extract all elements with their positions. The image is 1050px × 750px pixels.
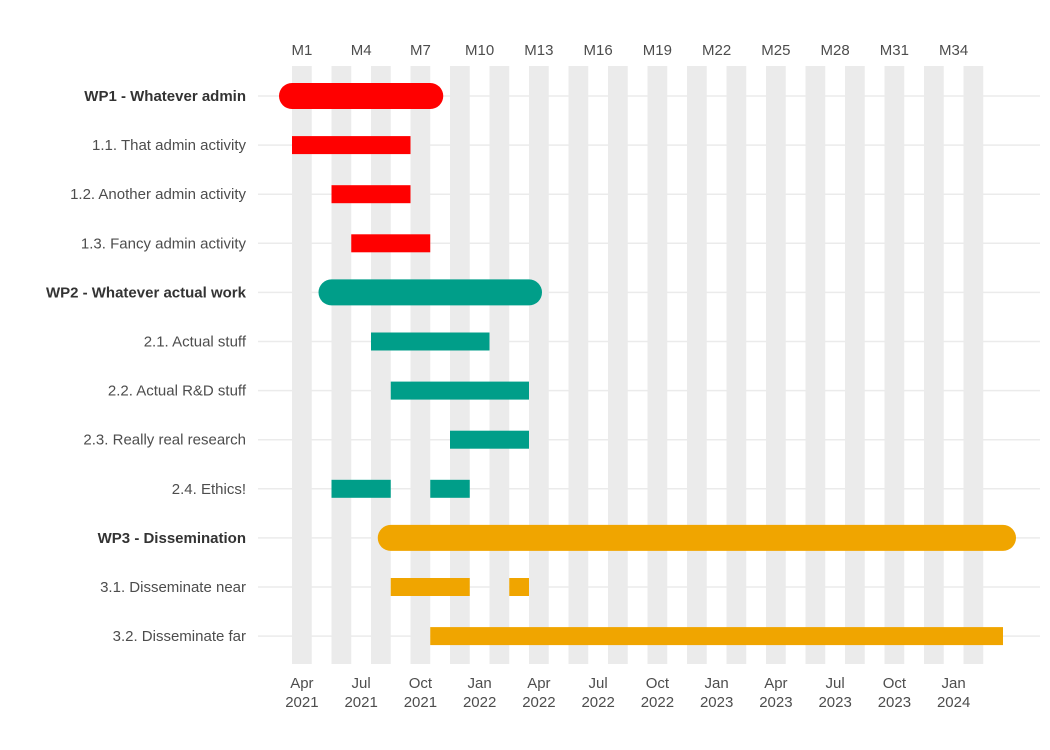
date-tick-year: 2022 — [641, 694, 674, 711]
workpackage-label: WP3 - Dissemination — [98, 530, 246, 547]
month-band — [845, 66, 865, 664]
task-bar — [331, 479, 391, 498]
task-labels: WP1 - Whatever admin 1.1. That admin acti… — [46, 88, 247, 645]
date-axis-labels: Apr 2021 Jul 2021 Oct 2021 Jan 2022 Apr 2022 Jul 20… — [285, 675, 970, 711]
month-band — [687, 66, 707, 664]
month-tick-label: M13 — [524, 42, 553, 59]
date-tick-year: 2021 — [344, 694, 377, 711]
task-bar — [390, 381, 529, 400]
month-band — [529, 66, 549, 664]
task-bar — [371, 332, 490, 351]
date-tick-year: 2021 — [404, 694, 437, 711]
month-tick-label: M7 — [410, 42, 431, 59]
date-tick-year: 2022 — [522, 694, 555, 711]
task-label: 1.3. Fancy admin activity — [81, 235, 247, 252]
month-tick-label: M31 — [880, 42, 909, 59]
date-tick-year: 2021 — [285, 694, 318, 711]
task-label: 2.2. Actual R&D stuff — [108, 383, 247, 400]
task-label: 3.1. Disseminate near — [100, 579, 246, 596]
month-tick-label: M16 — [584, 42, 613, 59]
month-band — [450, 66, 470, 664]
task-bar — [331, 185, 411, 204]
month-band — [963, 66, 984, 664]
month-tick-label: M25 — [761, 42, 790, 59]
task-label: 3.2. Disseminate far — [113, 628, 246, 645]
task-label: 1.1. That admin activity — [92, 137, 246, 154]
date-tick-year: 2023 — [818, 694, 851, 711]
date-tick-year: 2023 — [878, 694, 911, 711]
date-tick-month: Jan — [942, 675, 966, 692]
workpackage-label: WP2 - Whatever actual work — [46, 284, 247, 301]
task-bar — [351, 234, 431, 253]
date-tick-year: 2024 — [937, 694, 970, 711]
date-tick-month: Jul — [352, 675, 371, 692]
date-tick-month: Jan — [468, 675, 492, 692]
date-tick-month: Apr — [764, 675, 787, 692]
date-tick-month: Jan — [705, 675, 729, 692]
month-tick-label: M19 — [643, 42, 672, 59]
date-tick-month: Jul — [826, 675, 845, 692]
task-label: 2.1. Actual stuff — [144, 334, 247, 351]
task-bar — [450, 430, 529, 449]
month-tick-label: M28 — [821, 42, 850, 59]
month-band — [805, 66, 826, 664]
month-band — [292, 66, 312, 664]
date-tick-month: Jul — [589, 675, 608, 692]
date-tick-year: 2022 — [463, 694, 496, 711]
month-band — [924, 66, 944, 664]
month-tick-label: M22 — [702, 42, 731, 59]
task-label: 1.2. Another admin activity — [70, 186, 246, 203]
month-band — [647, 66, 668, 664]
date-tick-month: Apr — [290, 675, 313, 692]
date-tick-month: Oct — [646, 675, 670, 692]
task-label: 2.4. Ethics! — [172, 481, 246, 498]
month-band — [884, 66, 905, 664]
workpackage-label: WP1 - Whatever admin — [84, 88, 246, 105]
month-tick-label: M4 — [351, 42, 372, 59]
task-bar — [292, 136, 411, 155]
month-band — [608, 66, 628, 664]
task-bar — [390, 578, 470, 596]
date-tick-month: Oct — [883, 675, 907, 692]
task-bar — [509, 578, 529, 596]
month-band — [568, 66, 589, 664]
month-tick-label: M10 — [465, 42, 494, 59]
task-label: 2.3. Really real research — [83, 432, 246, 449]
month-band — [766, 66, 786, 664]
month-axis-labels: M1 M4 M7 M10 M13 M16 M19 M22 M25 M28 M31 M34 — [291, 42, 968, 59]
date-tick-month: Apr — [527, 675, 550, 692]
month-bands — [292, 66, 984, 664]
task-bar — [430, 479, 470, 498]
date-tick-year: 2023 — [700, 694, 733, 711]
date-tick-year: 2022 — [581, 694, 614, 711]
task-bars — [279, 83, 1016, 646]
month-band — [331, 66, 352, 664]
date-tick-month: Oct — [409, 675, 433, 692]
month-tick-label: M34 — [939, 42, 968, 59]
date-tick-year: 2023 — [759, 694, 792, 711]
month-tick-label: M1 — [291, 42, 312, 59]
month-band — [489, 66, 510, 664]
month-band — [410, 66, 431, 664]
task-bar — [430, 627, 1003, 646]
month-band — [726, 66, 747, 664]
month-band — [371, 66, 391, 664]
